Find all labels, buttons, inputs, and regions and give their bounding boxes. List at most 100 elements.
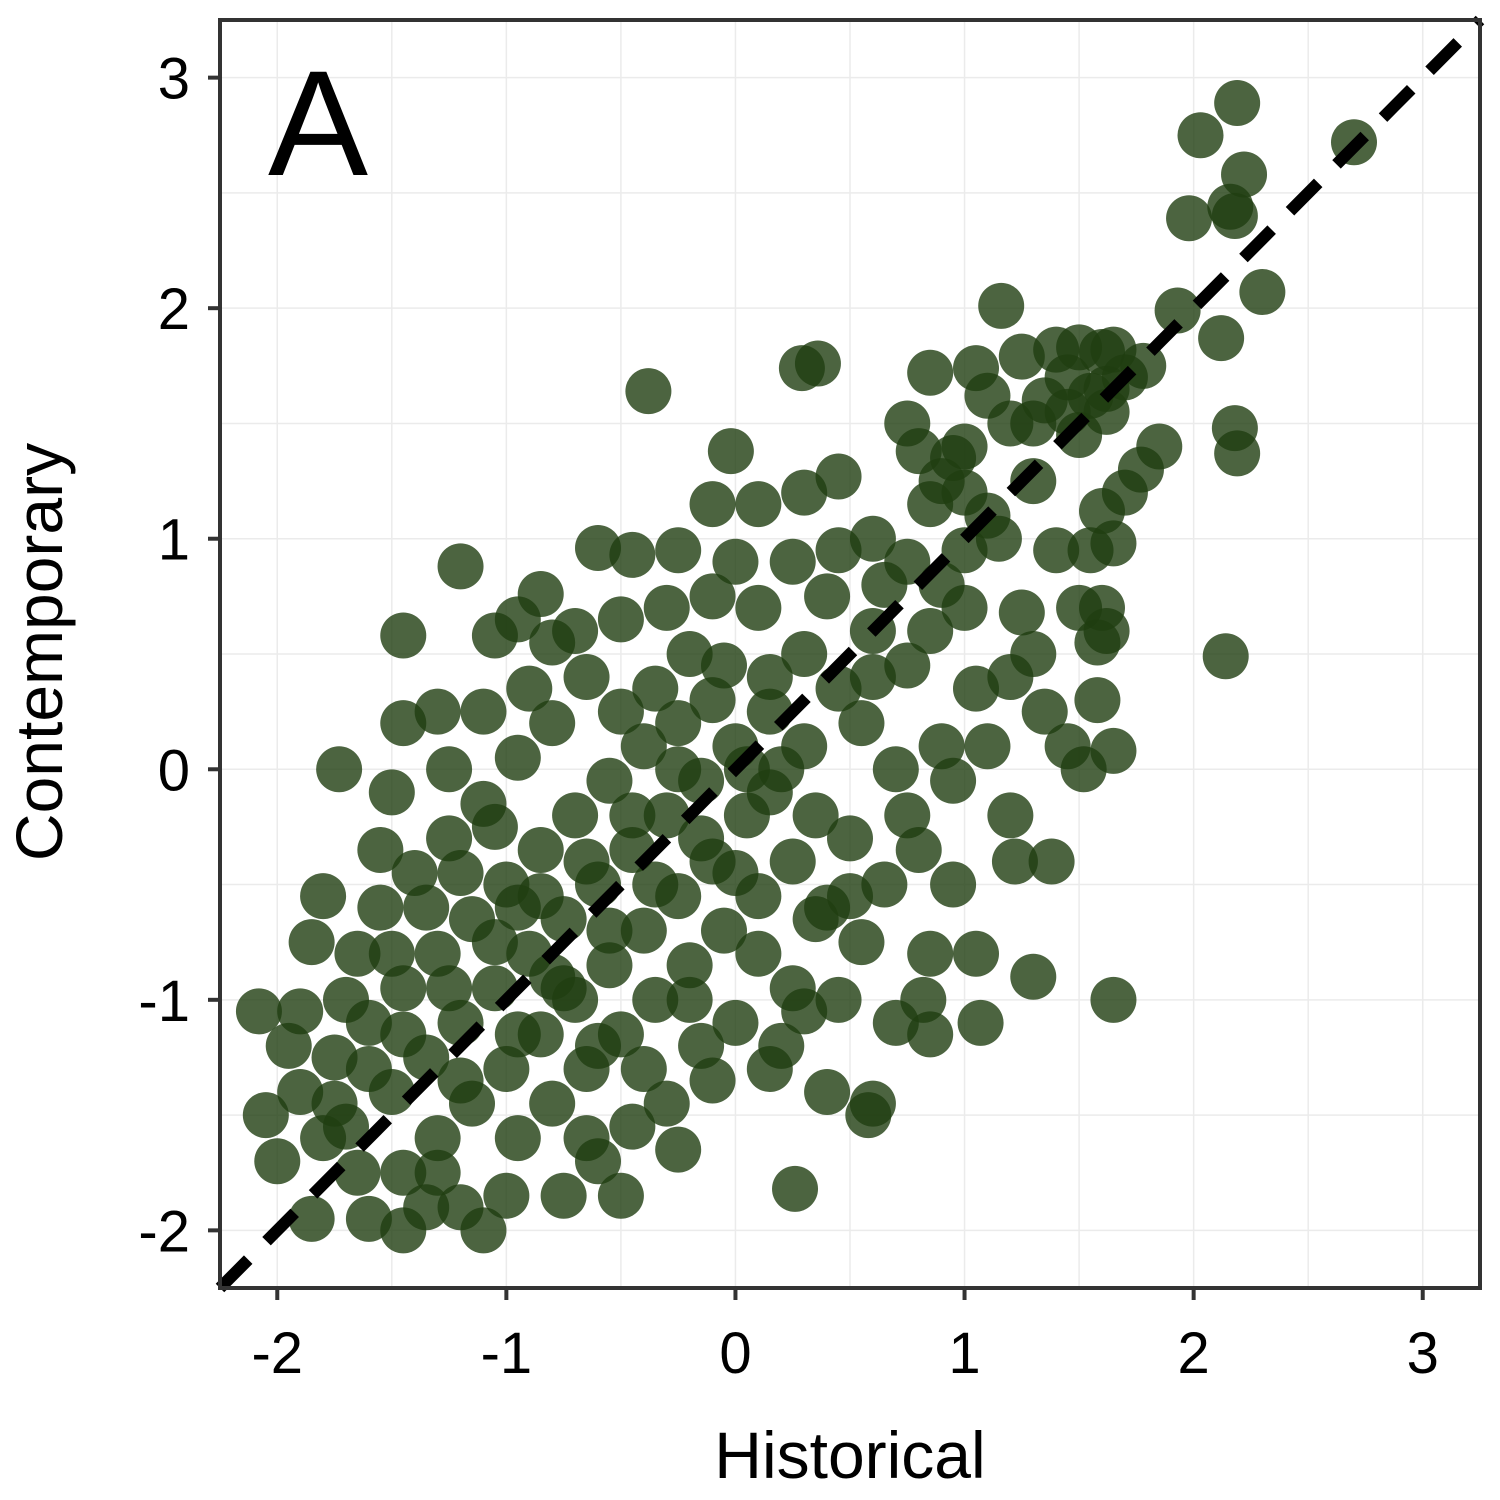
y-tick-label: 3 <box>158 47 190 112</box>
x-axis-ticks: -2 -1 0 1 2 3 <box>251 1288 1439 1386</box>
data-point <box>872 746 919 793</box>
data-point <box>552 792 599 839</box>
data-point <box>1028 838 1075 885</box>
data-point <box>991 838 1038 885</box>
data-point <box>403 1184 450 1231</box>
x-axis-title: Historical <box>714 1418 985 1492</box>
data-point <box>414 1149 461 1196</box>
data-point <box>907 930 954 977</box>
data-point <box>964 372 1011 419</box>
data-point <box>689 1057 736 1104</box>
data-point <box>735 930 782 977</box>
data-point <box>288 1195 335 1242</box>
data-point <box>414 688 461 735</box>
data-point <box>723 746 770 793</box>
data-point <box>254 1138 301 1185</box>
data-point <box>769 838 816 885</box>
data-point <box>1010 400 1057 447</box>
y-tick-label: 1 <box>158 508 190 573</box>
data-point <box>712 999 759 1046</box>
x-tick-label: 2 <box>1178 1321 1210 1386</box>
data-point <box>1033 527 1080 574</box>
data-point <box>540 965 587 1012</box>
data-point <box>575 1022 621 1069</box>
x-tick-label: -1 <box>481 1321 533 1386</box>
data-point <box>772 1165 819 1212</box>
data-point <box>758 1022 805 1069</box>
data-point <box>563 654 610 701</box>
data-point <box>1021 688 1068 735</box>
data-point <box>494 734 541 781</box>
data-point <box>689 573 736 620</box>
data-point <box>357 826 404 873</box>
data-point <box>632 861 679 908</box>
data-point <box>426 815 473 862</box>
data-point <box>1177 112 1224 159</box>
data-point <box>998 589 1045 636</box>
data-point <box>861 561 908 608</box>
data-point <box>1090 520 1137 567</box>
data-point <box>357 884 404 931</box>
data-point <box>414 930 461 977</box>
data-point <box>300 1115 347 1162</box>
data-point <box>1214 79 1261 126</box>
data-point <box>460 688 507 735</box>
data-point <box>1166 195 1213 242</box>
data-point <box>1074 677 1121 724</box>
data-point <box>345 1045 392 1092</box>
data-point <box>471 612 518 659</box>
data-point <box>781 723 828 770</box>
data-point <box>620 1045 667 1092</box>
y-tick-label: -2 <box>138 1199 190 1264</box>
data-point <box>380 1149 427 1196</box>
data-point <box>1154 287 1201 334</box>
data-point <box>838 919 885 966</box>
y-axis-ticks: -2 -1 0 1 2 3 <box>138 47 220 1264</box>
data-point <box>426 746 473 793</box>
data-point <box>1060 746 1107 793</box>
data-point <box>655 746 702 793</box>
data-point <box>620 907 667 954</box>
y-tick-label: 2 <box>158 277 190 342</box>
data-point <box>334 930 381 977</box>
data-point <box>311 1080 358 1127</box>
data-point <box>930 757 977 804</box>
data-point <box>655 700 702 747</box>
x-tick-label: -2 <box>251 1321 303 1386</box>
data-point <box>1202 633 1249 680</box>
data-point <box>586 757 633 804</box>
data-point <box>437 1057 484 1104</box>
data-point <box>815 453 862 500</box>
data-point <box>380 1011 427 1058</box>
data-point <box>815 527 862 574</box>
y-axis-title: Contemporary <box>2 443 76 861</box>
data-point <box>689 677 736 724</box>
data-point <box>1010 458 1057 505</box>
data-point <box>540 1172 587 1219</box>
data-point <box>494 1115 541 1162</box>
data-point <box>620 723 667 770</box>
data-point <box>941 527 988 574</box>
data-point <box>998 333 1045 380</box>
data-point <box>953 930 999 977</box>
data-point <box>380 965 427 1012</box>
data-point <box>529 700 576 747</box>
data-point <box>643 1080 690 1127</box>
data-point <box>506 665 553 712</box>
data-point <box>907 349 954 396</box>
data-point <box>804 1069 851 1116</box>
x-tick-label: 3 <box>1407 1321 1439 1386</box>
data-point <box>483 1045 530 1092</box>
data-point <box>849 654 896 701</box>
data-point <box>575 1138 621 1185</box>
data-point <box>712 850 759 897</box>
data-point <box>437 543 484 590</box>
data-point <box>792 896 839 943</box>
data-point <box>643 584 690 631</box>
data-point <box>586 907 633 954</box>
data-point <box>643 792 690 839</box>
y-tick-label: 0 <box>158 738 190 803</box>
data-point <box>1211 192 1258 239</box>
data-point <box>1033 326 1080 373</box>
data-point <box>288 919 335 966</box>
